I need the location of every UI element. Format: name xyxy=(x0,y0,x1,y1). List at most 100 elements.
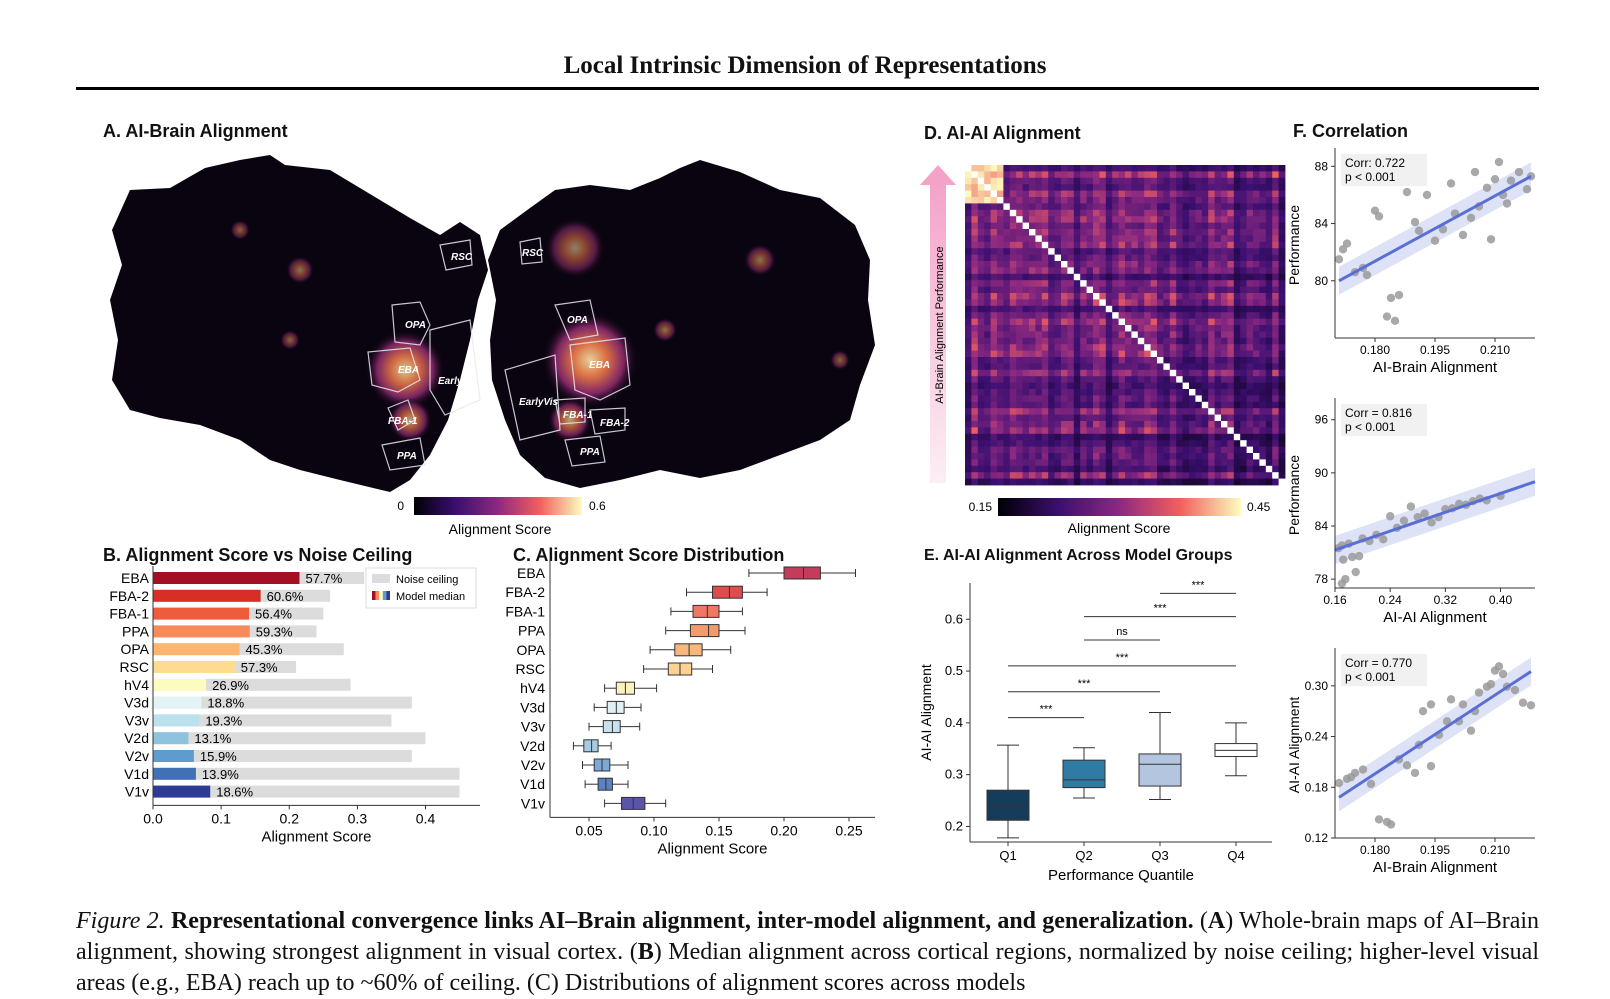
heatmap-cell xyxy=(971,350,979,358)
heatmap-cell xyxy=(1105,401,1113,409)
heatmap-cell xyxy=(1112,369,1119,377)
heatmap-cell xyxy=(1054,216,1062,223)
heatmap-cell xyxy=(1253,427,1260,435)
heatmap-cell xyxy=(984,190,991,198)
y-tick-label: 0.4 xyxy=(945,715,963,730)
heatmap-cell xyxy=(1099,293,1107,300)
heatmap-cell xyxy=(1176,325,1183,332)
heatmap-cell xyxy=(1137,401,1145,409)
heatmap-cell xyxy=(984,414,991,422)
scatter-point xyxy=(1502,199,1512,208)
heatmap-cell xyxy=(1176,209,1183,217)
heatmap-cell xyxy=(1189,433,1196,441)
heatmap-cell xyxy=(1246,280,1254,287)
heatmap-cell xyxy=(971,331,979,339)
heatmap-cell xyxy=(1259,216,1267,223)
heatmap-cell xyxy=(1137,325,1145,332)
heatmap-cell xyxy=(1265,337,1273,345)
heatmap-cell xyxy=(1233,389,1241,396)
heatmap-cell xyxy=(1067,190,1075,198)
scatter-point xyxy=(1526,701,1536,710)
heatmap-cell xyxy=(1278,325,1286,332)
heatmap-cell xyxy=(1137,395,1145,403)
heatmap-cell xyxy=(1144,318,1151,326)
heatmap-cell xyxy=(1061,389,1068,396)
heatmap-cell xyxy=(1233,312,1241,319)
heatmap-cell xyxy=(1208,421,1215,428)
heatmap-cell xyxy=(1227,350,1235,358)
heatmap-cell xyxy=(1221,229,1228,236)
heatmap-cell xyxy=(1195,433,1203,441)
heatmap-cell xyxy=(1201,325,1209,332)
panel-d-label: D. AI-AI Alignment xyxy=(924,123,1081,143)
heatmap-cell xyxy=(1067,325,1075,332)
heatmap-cell xyxy=(990,216,998,223)
heatmap-cell xyxy=(1022,190,1030,198)
heatmap-cell xyxy=(1137,344,1145,351)
heatmap-cell xyxy=(1048,165,1055,172)
heatmap-cell xyxy=(1195,293,1203,300)
heatmap-cell xyxy=(1246,203,1254,211)
heatmap-cell xyxy=(1253,382,1260,390)
heatmap-cell xyxy=(1029,376,1036,383)
heatmap-cell xyxy=(984,459,991,467)
heatmap-cell xyxy=(1259,312,1267,319)
heatmap-cell xyxy=(1201,165,1209,172)
heatmap-cell xyxy=(1131,421,1139,428)
heatmap-cell xyxy=(1125,280,1132,287)
heatmap-cell xyxy=(1278,363,1286,371)
heatmap-cell xyxy=(1189,241,1196,249)
heatmap-cell xyxy=(1201,440,1209,447)
heatmap-cell xyxy=(1208,465,1215,473)
heatmap-cell xyxy=(977,331,985,339)
heatmap-cell xyxy=(1099,235,1107,243)
heatmap-cell xyxy=(971,229,979,236)
heatmap-cell xyxy=(977,446,985,454)
heatmap-cell xyxy=(1086,459,1094,467)
scatter-point xyxy=(1418,706,1428,716)
heatmap-cell xyxy=(1086,414,1094,422)
heatmap-cell xyxy=(1035,254,1043,262)
heatmap-cell xyxy=(1105,299,1113,307)
heatmap-cell xyxy=(1099,472,1107,479)
heatmap-cell xyxy=(1278,177,1286,185)
heatmap-cell xyxy=(1195,408,1203,415)
heatmap-cell xyxy=(1048,222,1055,230)
heatmap-cell xyxy=(1054,177,1062,185)
heatmap-cell xyxy=(1061,440,1068,447)
heatmap-cell xyxy=(1009,318,1017,326)
heatmap-cell xyxy=(977,184,985,191)
heatmap-cell xyxy=(1073,363,1081,371)
heatmap-cell xyxy=(1265,331,1273,339)
heatmap-cell xyxy=(971,312,979,319)
heatmap-cell xyxy=(1157,440,1164,447)
heatmap-cell xyxy=(1240,216,1247,223)
heatmap-cell xyxy=(1035,241,1043,249)
heatmap-cell xyxy=(1163,453,1171,460)
heatmap-cell xyxy=(1029,382,1036,390)
heatmap-cell xyxy=(1016,325,1023,332)
heatmap-cell xyxy=(1099,241,1107,249)
heatmap-cell xyxy=(1048,376,1055,383)
heatmap-cell xyxy=(1067,472,1075,479)
heatmap-cell xyxy=(1029,293,1036,300)
heatmap-cell xyxy=(984,235,991,243)
heatmap-cell xyxy=(1003,382,1011,390)
heatmap-cell xyxy=(1073,453,1081,460)
heatmap-cell xyxy=(1272,177,1279,185)
y-tick-label: 84 xyxy=(1315,217,1329,231)
heatmap-cell xyxy=(1131,472,1139,479)
heatmap-cell xyxy=(1144,177,1151,185)
heatmap-cell xyxy=(997,433,1004,441)
heatmap-cell xyxy=(1003,472,1011,479)
heatmap-cell xyxy=(1054,363,1062,371)
heatmap-cell xyxy=(1016,357,1023,364)
heatmap-cell xyxy=(1041,421,1049,428)
heatmap-cell xyxy=(1240,312,1247,319)
heatmap-cell xyxy=(997,325,1004,332)
heatmap-cell xyxy=(1144,235,1151,243)
median-bar xyxy=(153,643,240,656)
heatmap-cell xyxy=(1029,325,1036,332)
category-label: FBA-2 xyxy=(109,588,149,604)
heatmap-cell xyxy=(1125,216,1132,223)
